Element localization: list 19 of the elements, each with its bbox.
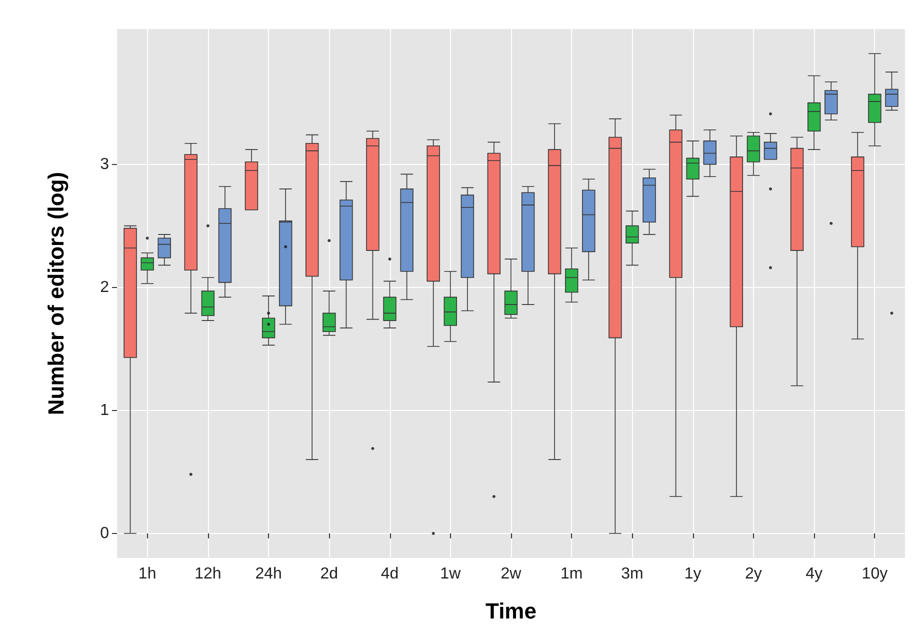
x-tick-label: 2d [320, 566, 338, 582]
x-tick-label: 2w [500, 566, 522, 582]
x-axis-title: Time [486, 598, 536, 624]
y-tick-label: 3 [100, 156, 110, 173]
x-tick-label: 3m [621, 566, 644, 582]
x-tick-label: 1y [684, 566, 702, 582]
y-axis-title: Number of editors (log) [44, 172, 68, 416]
x-tick-label: 24h [255, 566, 282, 582]
x-tick-label: 4y [806, 566, 823, 582]
x-tick-label: 1h [138, 566, 156, 582]
y-tick-label: 0 [100, 524, 110, 542]
x-tick-label: 10y [862, 566, 888, 582]
x-tick-label: 2y [745, 566, 762, 582]
x-tick-label: 1w [440, 566, 462, 582]
x-tick-label: 12h [194, 566, 222, 582]
x-tick-label: 1m [560, 566, 583, 582]
y-tick-label: 1 [100, 402, 110, 419]
y-tick-label: 2 [100, 278, 110, 296]
x-tick-label: 4d [380, 566, 399, 582]
